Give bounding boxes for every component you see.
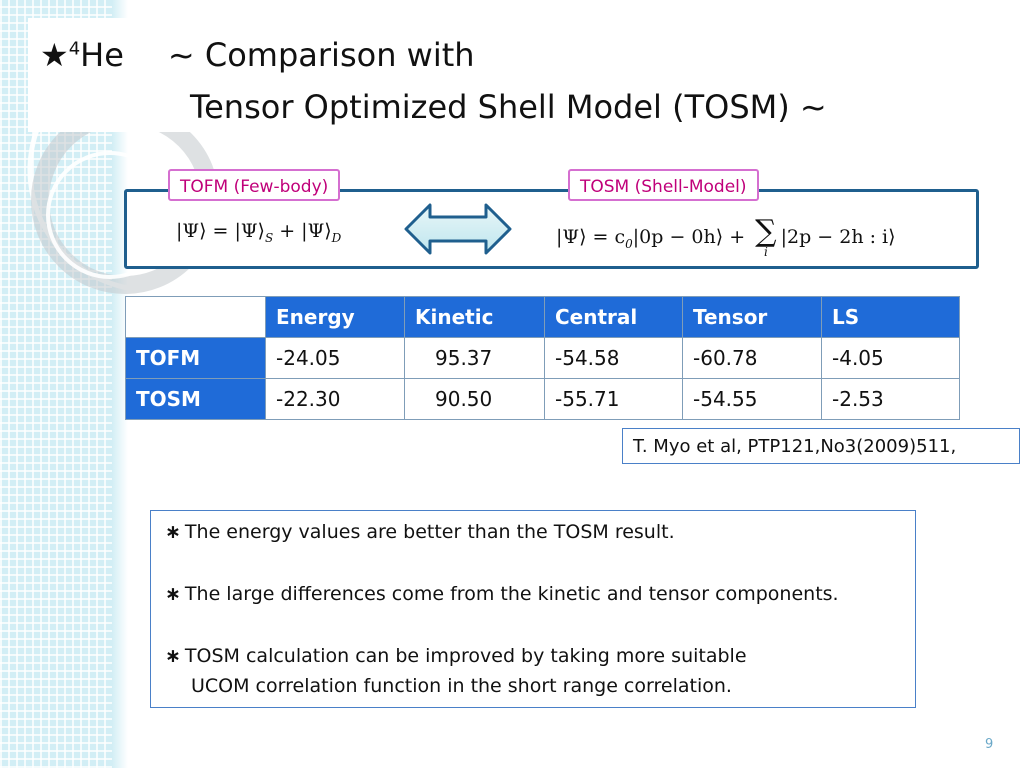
element-symbol: He: [80, 36, 124, 74]
table-cell: -54.58: [544, 337, 683, 379]
tofm-formula-lhs: |Ψ⟩ = |Ψ⟩: [176, 220, 265, 242]
note-item: ∗ TOSM calculation can be improved by tak…: [165, 645, 747, 667]
tofm-formula-plus: + |Ψ⟩: [273, 220, 332, 242]
tofm-wavefunction: |Ψ⟩ = |Ψ⟩S + |Ψ⟩D: [176, 220, 341, 245]
table-cell: 90.50: [404, 378, 545, 420]
title-comparison-text: ~ Comparison with: [167, 36, 475, 74]
formula-panel: [124, 189, 979, 269]
table-cell: -54.55: [682, 378, 822, 420]
table-corner-cell: [125, 296, 266, 338]
bullet-icon: ∗: [165, 521, 181, 543]
table-row: TOSM -22.30 90.50 -55.71 -54.55 -2.53: [125, 378, 960, 420]
page-number: 9: [985, 737, 994, 752]
note-text: The energy values are better than the TO…: [184, 521, 675, 543]
table-cell: -55.71: [544, 378, 683, 420]
tofm-sub-d: D: [331, 230, 342, 245]
tosm-formula-part1: |Ψ⟩ = c: [556, 226, 626, 248]
header-tensor: Tensor: [682, 296, 822, 338]
note-text: The large differences come from the kine…: [184, 583, 839, 605]
tosm-wavefunction: |Ψ⟩ = c0|0p − 0h⟩ + ∑ i |2p − 2h : i⟩: [556, 214, 896, 259]
sum-index: i: [763, 245, 768, 259]
comparison-table: Energy Kinetic Central Tensor LS TOFM -2…: [125, 296, 960, 420]
slide-title-line1: ★4He ~ Comparison with: [40, 36, 475, 74]
tosm-formula-part3: |2p − 2h : i⟩: [780, 226, 896, 248]
note-item: ∗ The energy values are better than the T…: [165, 521, 675, 543]
note-text: TOSM calculation can be improved by taki…: [184, 645, 747, 667]
header-energy: Energy: [265, 296, 405, 338]
table-cell: -4.05: [821, 337, 960, 379]
row-label-tofm: TOFM: [125, 337, 266, 379]
bullet-icon: ∗: [165, 645, 181, 667]
note-continuation: UCOM correlation function in the short r…: [191, 675, 732, 697]
table-header-row: Energy Kinetic Central Tensor LS: [125, 296, 960, 338]
header-ls: LS: [821, 296, 960, 338]
sum-sign: ∑: [755, 214, 777, 249]
table-cell: 95.37: [404, 337, 545, 379]
header-central: Central: [544, 296, 683, 338]
header-kinetic: Kinetic: [404, 296, 545, 338]
title-background: [28, 18, 898, 132]
tosm-sub-0: 0: [625, 236, 633, 251]
row-label-tosm: TOSM: [125, 378, 266, 420]
tofm-label: TOFM (Few-body): [168, 169, 341, 201]
tofm-sub-s: S: [264, 230, 274, 245]
table-cell: -24.05: [265, 337, 405, 379]
summation-symbol: ∑ i: [755, 214, 777, 259]
double-arrow-icon: [404, 203, 512, 255]
star-icon: ★: [40, 36, 69, 74]
mass-number: 4: [68, 38, 81, 60]
tosm-formula-part2: |0p − 0h⟩ +: [632, 226, 746, 248]
note-item: ∗ The large differences come from the kin…: [165, 583, 839, 605]
bullet-icon: ∗: [165, 583, 181, 605]
slide-title-line2: Tensor Optimized Shell Model (TOSM) ~: [190, 88, 827, 126]
table-cell: -2.53: [821, 378, 960, 420]
table-row: TOFM -24.05 95.37 -54.58 -60.78 -4.05: [125, 337, 960, 379]
notes-box: ∗ The energy values are better than the T…: [150, 510, 916, 708]
table-cell: -22.30: [265, 378, 405, 420]
table-cell: -60.78: [682, 337, 822, 379]
reference-citation: T. Myo et al, PTP121,No3(2009)511,: [622, 428, 1020, 464]
tosm-label: TOSM (Shell-Model): [568, 169, 759, 201]
